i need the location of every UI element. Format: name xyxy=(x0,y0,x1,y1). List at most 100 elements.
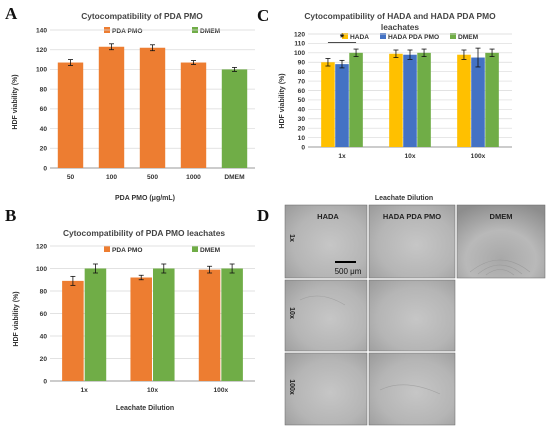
chart-c-x-axis-label: Leachate Dilution xyxy=(375,195,433,202)
micrograph-row-1x: 1x xyxy=(288,234,295,242)
bar xyxy=(417,52,431,148)
y-tick-label: 100 xyxy=(36,67,47,74)
chart-b-y-axis-label: HDF viability (%) xyxy=(13,291,20,346)
micrograph-row-100x: 100x xyxy=(288,379,295,395)
x-tick-label: 100 xyxy=(106,174,117,181)
bar xyxy=(349,52,363,148)
micrograph-column-dmem: DMEM xyxy=(490,212,513,221)
micrograph-column-hada: HADA xyxy=(317,212,339,221)
x-tick-label: 1x xyxy=(338,153,346,160)
micrograph-grid: HADA HADA PDA PMO DMEM 1x 10x 100x 500 μ… xyxy=(284,204,546,426)
x-tick-label: 50 xyxy=(67,174,75,181)
panel-letter-a: A xyxy=(5,4,18,23)
micrograph-hada-1x xyxy=(284,204,368,279)
panel-letter-c: C xyxy=(257,6,269,25)
x-tick-label: 1x xyxy=(80,387,88,394)
x-tick-label: 100x xyxy=(471,153,486,160)
legend-swatch xyxy=(380,33,386,39)
chart-b: Cytocompatibility of PDA PMO leachates P… xyxy=(13,228,255,412)
bar xyxy=(389,53,403,147)
bar xyxy=(485,52,499,148)
y-tick-label: 120 xyxy=(36,243,47,250)
y-tick-label: 20 xyxy=(298,125,306,132)
bar xyxy=(221,268,243,381)
x-tick-label: DMEM xyxy=(224,174,245,181)
y-tick-label: 20 xyxy=(40,146,48,153)
legend-label: DMEM xyxy=(458,34,479,41)
legend-swatch xyxy=(342,33,348,39)
chart-b-x-axis-label: Leachate Dilution xyxy=(116,405,174,412)
micrograph-hada-100x xyxy=(284,352,368,426)
y-tick-label: 40 xyxy=(298,107,306,114)
bar xyxy=(335,64,349,147)
legend-label: HADA PDA PMO xyxy=(388,34,439,41)
y-tick-label: 70 xyxy=(298,78,306,85)
x-tick-label: 1000 xyxy=(186,174,201,181)
chart-a: Cytocompatibility of PDA PMO PDA PMO DMEM… xyxy=(12,11,255,202)
y-tick-label: 80 xyxy=(40,288,48,295)
y-tick-label: 120 xyxy=(294,31,305,38)
y-tick-label: 60 xyxy=(298,88,306,95)
micrograph-texture xyxy=(299,259,531,395)
chart-b-title: Cytocompatibility of PDA PMO leachates xyxy=(63,228,225,238)
bar xyxy=(62,280,84,381)
y-tick-label: 140 xyxy=(36,27,47,34)
y-tick-label: 50 xyxy=(298,97,306,104)
bar xyxy=(153,268,175,381)
bar xyxy=(403,54,417,147)
bar xyxy=(457,54,471,147)
legend-label: PDA PMO xyxy=(112,247,143,254)
y-tick-label: 60 xyxy=(40,106,48,113)
chart-b-legend: PDA PMO DMEM xyxy=(104,246,221,254)
y-tick-label: 30 xyxy=(298,116,306,123)
micrograph-hada-pda-pmo-10x xyxy=(368,279,456,352)
bar xyxy=(84,268,107,381)
bar xyxy=(471,57,485,147)
panel-letter-b: B xyxy=(5,206,16,225)
panel-letter-d: D xyxy=(257,206,269,225)
y-tick-label: 100 xyxy=(294,50,305,57)
bar xyxy=(180,62,207,168)
y-tick-label: 40 xyxy=(40,126,48,133)
y-tick-label: 40 xyxy=(40,333,48,340)
x-tick-label: 500 xyxy=(147,174,158,181)
micrograph-hada-10x xyxy=(284,279,368,352)
bar xyxy=(221,69,248,168)
bar xyxy=(139,47,166,168)
chart-a-y-axis-label: HDF viability (%) xyxy=(12,74,19,129)
x-tick-label: 10x xyxy=(147,387,158,394)
y-tick-label: 0 xyxy=(43,378,47,385)
chart-c-title-line-1: Cytocompatibility of HADA and HADA PDA P… xyxy=(304,11,496,21)
legend-label: DMEM xyxy=(200,28,221,35)
y-tick-label: 80 xyxy=(40,86,48,93)
chart-a-x-axis-label: PDA PMO (μg/mL) xyxy=(115,195,175,202)
scale-bar-label: 500 μm xyxy=(335,267,362,276)
micrograph-row-10x: 10x xyxy=(288,307,295,319)
y-tick-label: 20 xyxy=(40,356,48,363)
legend-label: DMEM xyxy=(200,247,221,254)
chart-c-legend: HADA HADA PDA PMO DMEM xyxy=(342,33,479,41)
chart-b-plot: 0 20 40 60 80 100 120 1x 10x 100x xyxy=(36,243,255,394)
y-tick-label: 10 xyxy=(298,135,306,142)
chart-c-title-line-2: leachates xyxy=(381,22,420,32)
y-tick-label: 120 xyxy=(36,47,47,54)
y-tick-label: 0 xyxy=(301,144,305,151)
chart-a-title: Cytocompatibility of PDA PMO xyxy=(81,11,203,21)
micrograph-column-hada-pda-pmo: HADA PDA PMO xyxy=(383,212,441,221)
bar xyxy=(57,62,84,168)
chart-a-plot: 0 20 40 60 80 100 120 140 50 100 500 1000 DMEM xyxy=(36,27,255,181)
legend-label: PDA PMO xyxy=(112,28,143,35)
chart-a-legend: PDA PMO DMEM xyxy=(104,27,221,35)
legend-label: HADA xyxy=(350,34,369,41)
bar xyxy=(321,62,335,147)
x-tick-label: 100x xyxy=(213,387,228,394)
bar xyxy=(98,46,125,168)
y-tick-label: 110 xyxy=(294,41,305,48)
significance-asterisk: * xyxy=(340,32,345,44)
y-tick-label: 90 xyxy=(298,60,306,67)
y-tick-label: 60 xyxy=(40,311,48,318)
y-tick-label: 0 xyxy=(43,165,47,172)
legend-swatch xyxy=(192,246,198,252)
y-tick-label: 80 xyxy=(298,69,306,76)
